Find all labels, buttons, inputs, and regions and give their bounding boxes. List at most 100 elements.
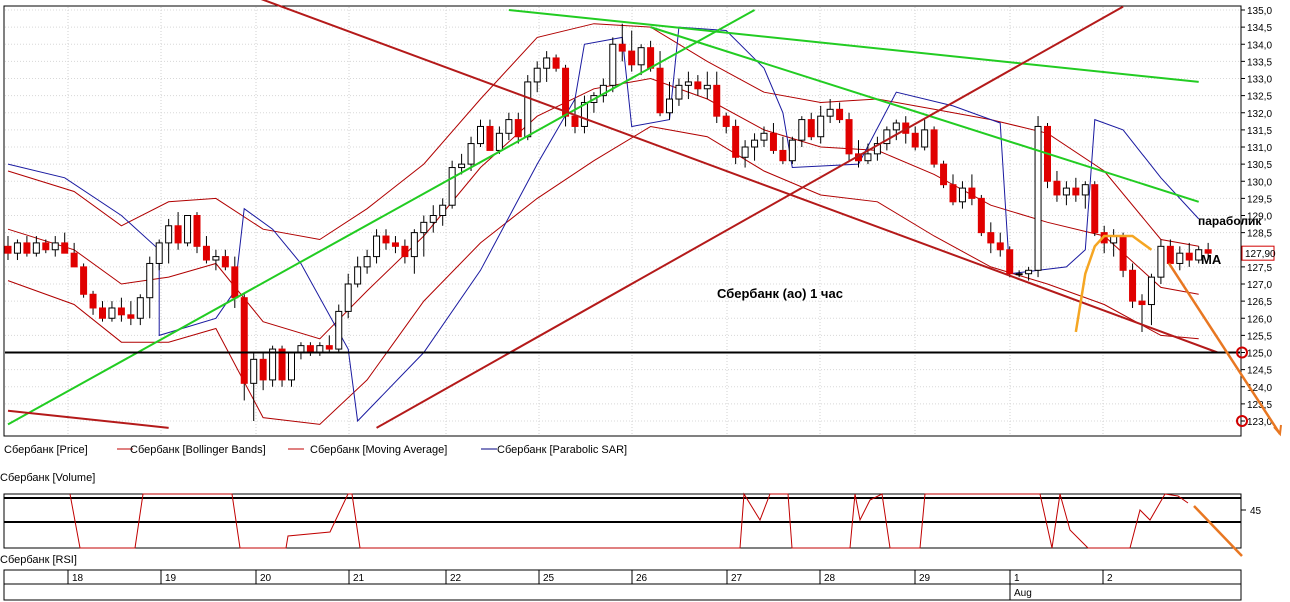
- candle-body: [70, 252, 78, 268]
- legend-ma: Сбербанк [Moving Average]: [310, 444, 447, 456]
- candle-body: [1147, 276, 1155, 306]
- y-tick-label: 123,0: [1247, 417, 1272, 428]
- candle-body: [51, 242, 59, 251]
- candle-body: [817, 115, 825, 138]
- candle-body: [61, 242, 69, 254]
- candle-body: [505, 119, 513, 134]
- candle-body: [694, 81, 702, 90]
- orange-arrowhead: [1273, 424, 1282, 437]
- candle-body: [599, 84, 607, 97]
- candle-body: [864, 153, 872, 162]
- legend-price: Сбербанк [Price]: [4, 444, 88, 456]
- candle-body: [751, 139, 759, 148]
- candle-body: [552, 57, 560, 69]
- target-marker: [1236, 415, 1248, 427]
- candle-body: [656, 67, 664, 114]
- y-tick-label: 134,5: [1247, 23, 1272, 34]
- candle-body: [533, 67, 541, 83]
- x-axis: 18 19 20 21 22 25 26 27 28 29 1 2 Aug: [67, 570, 1113, 600]
- candle-body: [779, 149, 787, 162]
- candle-body: [1204, 249, 1212, 254]
- candle-body: [1091, 184, 1099, 234]
- candle-body: [798, 119, 806, 141]
- date-label: 21: [353, 573, 365, 584]
- volume-line: [69, 492, 1189, 549]
- candle-body: [543, 57, 551, 69]
- date-label: 22: [450, 573, 462, 584]
- candle-body: [826, 108, 834, 117]
- y-tick-label: 124,0: [1247, 383, 1272, 394]
- candle-body: [165, 225, 173, 244]
- y-tick-label: 130,5: [1247, 160, 1272, 171]
- candle-body: [628, 50, 636, 66]
- candle-body: [13, 242, 21, 254]
- candle-body: [174, 225, 182, 244]
- candle-body: [883, 129, 891, 145]
- date-axis-frame: [3, 569, 1242, 601]
- volume-panel-label: Сбербанк [Volume]: [0, 472, 95, 484]
- candle-body: [514, 119, 522, 138]
- candle-body: [212, 256, 220, 261]
- y-tick-label: 127,0: [1247, 280, 1272, 291]
- candle-body: [4, 245, 12, 254]
- candle-body: [732, 125, 740, 158]
- candle-body: [930, 129, 938, 165]
- candle-body: [1015, 273, 1023, 276]
- month-label: Aug: [1014, 588, 1032, 599]
- candle-body: [89, 293, 97, 309]
- candle-body: [703, 84, 711, 90]
- candle-body: [250, 358, 258, 384]
- volume-orange-arrow: [1193, 505, 1243, 557]
- candle-body: [495, 132, 503, 151]
- y-tick-label: 126,5: [1247, 297, 1272, 308]
- candle-body: [363, 256, 371, 268]
- legend-sar: Сбербанк [Parabolic SAR]: [497, 444, 627, 456]
- candle-body: [524, 81, 532, 138]
- y-tick-label: 125,0: [1247, 349, 1272, 360]
- candles: [4, 23, 1212, 421]
- candle-body: [344, 283, 352, 312]
- date-label: 25: [543, 573, 555, 584]
- candle-body: [1081, 184, 1089, 196]
- candle-body: [562, 67, 570, 117]
- candle-body: [836, 108, 844, 121]
- candle-body: [136, 297, 144, 319]
- date-label: 2: [1107, 573, 1113, 584]
- y-tick-label: 127,5: [1247, 263, 1272, 274]
- candle-body: [609, 43, 617, 86]
- candle-body: [117, 307, 125, 316]
- date-label: 18: [72, 573, 84, 584]
- y-tick-label: 124,5: [1247, 366, 1272, 377]
- y-tick-label: 134,0: [1247, 40, 1272, 51]
- y-tick-label: 132,5: [1247, 92, 1272, 103]
- legend-bollinger: Сбербанк [Bollinger Bands]: [130, 444, 266, 456]
- candle-body: [647, 47, 655, 69]
- candle-body: [231, 266, 239, 299]
- volume-tick-label: 45: [1250, 506, 1262, 517]
- candle-body: [221, 256, 229, 268]
- y-tick-label: 128,5: [1247, 229, 1272, 240]
- legend: Сбербанк [Price] Сбербанк [Bollinger Ban…: [4, 435, 1241, 456]
- candle-body: [675, 84, 683, 100]
- candle-body: [1195, 249, 1203, 261]
- candle-body: [316, 345, 324, 353]
- candle-body: [259, 358, 267, 381]
- candle-body: [486, 125, 494, 151]
- y-tick-label: 125,5: [1247, 331, 1272, 342]
- candle-body: [429, 215, 437, 223]
- candle-body: [288, 352, 295, 381]
- candle-body: [1025, 269, 1033, 275]
- candle-body: [401, 245, 409, 258]
- candle-body: [458, 163, 466, 169]
- candle-body: [325, 345, 333, 350]
- candle-body: [722, 115, 730, 127]
- green-trendline: [650, 26, 1200, 203]
- candle-body: [949, 184, 957, 203]
- candle-body: [420, 221, 428, 234]
- candle-body: [788, 139, 796, 162]
- candle-body: [892, 122, 900, 131]
- candle-body: [1129, 269, 1137, 302]
- candle-body: [1034, 125, 1042, 271]
- candle-body: [580, 101, 588, 127]
